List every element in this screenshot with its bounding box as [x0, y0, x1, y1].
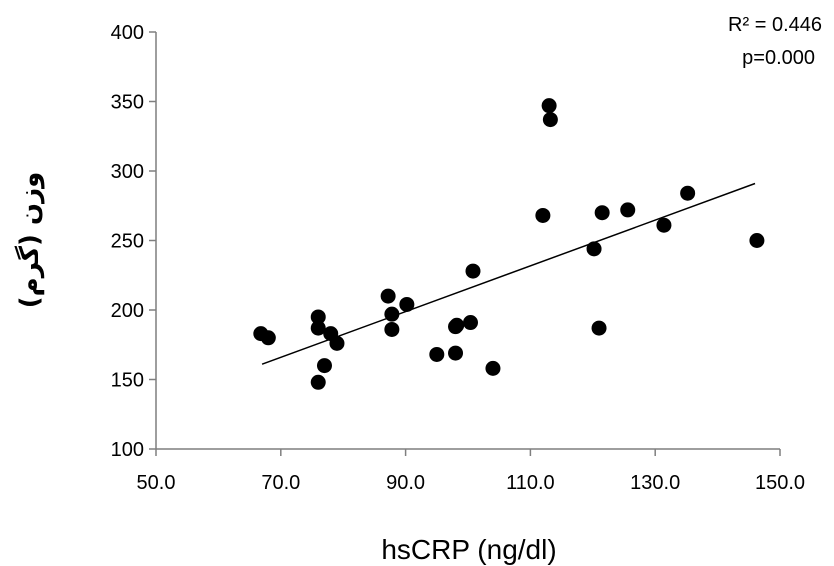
x-tick-label: 110.0 [506, 472, 555, 494]
data-point [261, 330, 276, 345]
data-point [620, 202, 635, 217]
data-point [463, 315, 478, 330]
data-point [449, 318, 464, 333]
y-axis-label: وزن (گرم) [14, 172, 45, 309]
y-tick-label: 250 [111, 231, 144, 253]
data-point [587, 241, 602, 256]
y-tick-label: 150 [111, 370, 144, 392]
y-tick-label: 300 [111, 161, 144, 183]
data-point [384, 322, 399, 337]
r-squared-annotation: R² = 0.446 [728, 14, 822, 36]
p-value-annotation: p=0.000 [742, 47, 815, 69]
x-tick-label: 130.0 [630, 472, 680, 494]
data-point [749, 233, 764, 248]
data-point [317, 358, 332, 373]
data-point [542, 98, 557, 113]
data-point [448, 346, 463, 361]
data-point [381, 289, 396, 304]
y-tick-label: 400 [111, 22, 144, 44]
x-tick-label: 150.0 [755, 472, 805, 494]
y-tick-label: 350 [111, 92, 144, 114]
data-point [399, 297, 414, 312]
y-tick-label: 200 [111, 300, 144, 322]
data-point [384, 307, 399, 322]
x-axis-label: hsCRP (ng/dl) [381, 534, 556, 565]
x-axis: 50.0 70.0 90.0 110.0 130.0 150.0 [137, 449, 806, 494]
data-point [592, 321, 607, 336]
data-point [311, 375, 326, 390]
data-point [329, 336, 344, 351]
x-tick-label: 70.0 [261, 472, 300, 494]
data-point [535, 208, 550, 223]
data-point [595, 205, 610, 220]
y-tick-label: 100 [111, 439, 144, 461]
data-point [680, 186, 695, 201]
data-point [543, 112, 558, 127]
data-point [429, 347, 444, 362]
data-point [485, 361, 500, 376]
data-points [253, 98, 764, 390]
x-tick-label: 50.0 [137, 472, 176, 494]
x-tick-label: 90.0 [386, 472, 425, 494]
data-point [465, 264, 480, 279]
y-axis: 100 150 200 250 300 350 400 [111, 22, 156, 461]
data-point [656, 218, 671, 233]
